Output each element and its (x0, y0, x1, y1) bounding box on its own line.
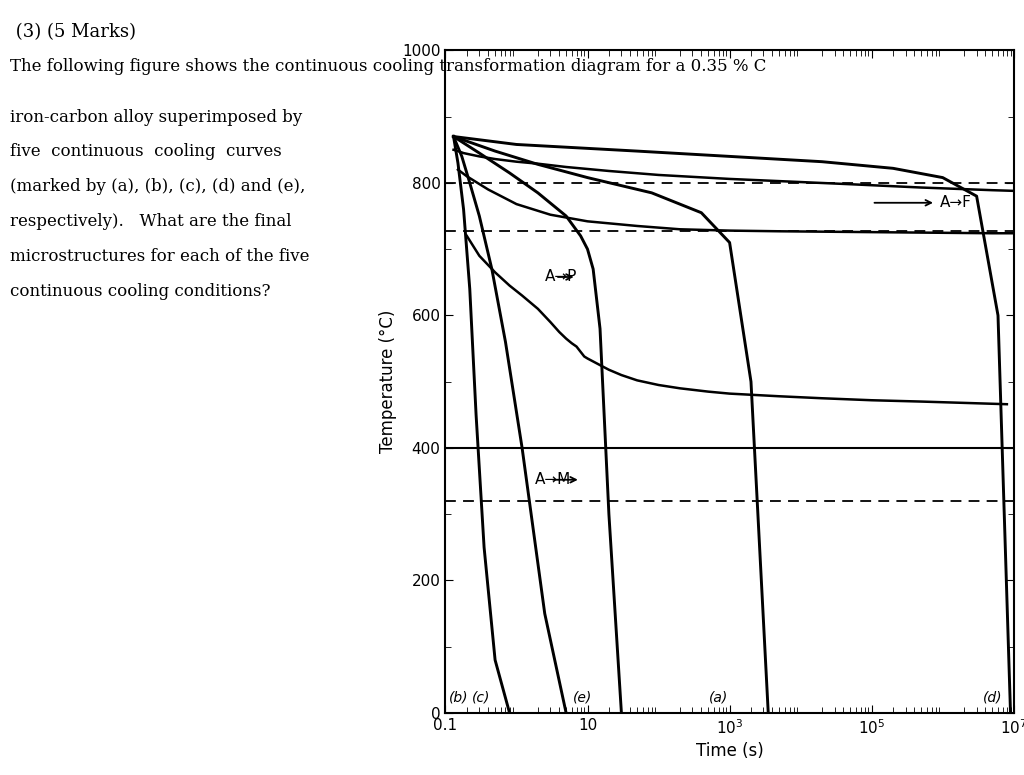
Text: (a): (a) (709, 690, 728, 704)
Text: microstructures for each of the five: microstructures for each of the five (10, 248, 309, 265)
Text: (marked by (a), (b), (c), (d) and (e),: (marked by (a), (b), (c), (d) and (e), (10, 178, 305, 195)
X-axis label: Time (s): Time (s) (695, 742, 764, 760)
Text: The following figure shows the continuous cooling transformation diagram for a 0: The following figure shows the continuou… (10, 58, 767, 75)
Text: A→F: A→F (939, 195, 972, 210)
Y-axis label: Temperature (°C): Temperature (°C) (379, 310, 396, 453)
Text: (e): (e) (572, 690, 592, 704)
Text: (d): (d) (983, 690, 1002, 704)
Text: A→P: A→P (545, 270, 578, 284)
Text: continuous cooling conditions?: continuous cooling conditions? (10, 283, 270, 300)
Text: A→M: A→M (535, 472, 570, 487)
Text: respectively).   What are the final: respectively). What are the final (10, 213, 292, 230)
Text: (c): (c) (472, 690, 490, 704)
Text: (b): (b) (450, 690, 469, 704)
Text: iron-carbon alloy superimposed by: iron-carbon alloy superimposed by (10, 109, 302, 126)
Text: (3) (5 Marks): (3) (5 Marks) (10, 23, 136, 41)
Text: five  continuous  cooling  curves: five continuous cooling curves (10, 143, 282, 160)
